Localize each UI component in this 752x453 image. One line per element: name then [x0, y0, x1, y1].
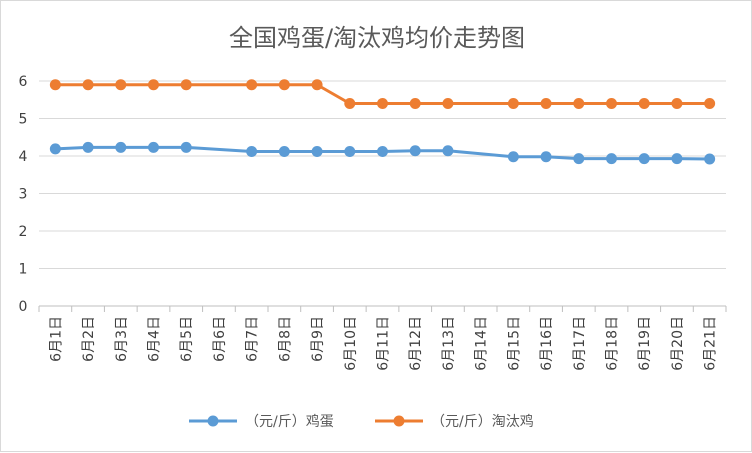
data-point: [148, 141, 159, 153]
data-point: [507, 151, 519, 163]
y-tick-label: 1: [19, 262, 28, 278]
data-point: [573, 153, 585, 165]
x-tick-label: 6月15日: [506, 316, 522, 371]
data-point: [148, 79, 159, 91]
data-point: [704, 153, 716, 165]
x-tick-label: 6月5日: [179, 316, 195, 362]
data-point: [344, 146, 356, 157]
data-point: [442, 98, 454, 109]
data-point: [540, 98, 552, 109]
legend-marker-1: [393, 415, 405, 427]
x-tick-label: 6月7日: [245, 316, 261, 362]
data-point: [377, 98, 388, 109]
y-tick-label: 6: [19, 74, 28, 90]
data-point: [180, 79, 192, 91]
data-point: [540, 151, 552, 163]
data-point: [82, 141, 94, 153]
x-tick-label: 6月19日: [637, 316, 653, 371]
data-point: [377, 146, 388, 157]
series-layer: [49, 79, 716, 165]
gridlines: [39, 80, 726, 307]
legend-label-1: （元/斤）淘汰鸡: [431, 413, 534, 430]
x-tick-label: 6月14日: [474, 316, 490, 371]
x-tick-label: 6月21日: [703, 316, 719, 371]
x-tick-label: 6月2日: [81, 316, 97, 362]
data-point: [246, 79, 258, 91]
legend-marker-0: [207, 415, 219, 427]
legend: （元/斤）鸡蛋 （元/斤）淘汰鸡: [189, 413, 534, 430]
x-axis: 6月1日 6月2日 6月3日 6月4日 6月5日 6月6日 6月7日 6月8日 6月9日 6月10…: [38, 306, 727, 371]
data-point: [507, 98, 519, 109]
legend-label-0: （元/斤）鸡蛋: [245, 413, 334, 430]
x-tick-label: 6月10日: [343, 316, 359, 371]
data-point: [344, 98, 356, 109]
x-tick-label: 6月3日: [114, 316, 130, 362]
x-tick-label: 6月9日: [310, 316, 326, 362]
data-point: [638, 153, 650, 165]
y-axis: 0 1 2 3 4 5 6: [19, 74, 28, 315]
y-tick-label: 4: [19, 149, 28, 165]
y-tick-label: 5: [19, 112, 28, 128]
x-tick-label: 6月1日: [48, 316, 64, 362]
data-point: [278, 146, 290, 157]
data-point: [573, 98, 585, 109]
x-tick-label: 6月20日: [670, 316, 686, 371]
x-tick-label: 6月13日: [441, 316, 457, 371]
data-point: [278, 79, 290, 91]
x-tick-label: 6月11日: [376, 316, 392, 371]
data-point: [49, 79, 61, 91]
y-tick-label: 0: [19, 299, 28, 315]
data-point: [638, 98, 650, 109]
x-tick-label: 6月4日: [147, 316, 163, 362]
data-point: [671, 153, 683, 165]
x-tick-label: 6月12日: [408, 316, 424, 371]
data-point: [606, 153, 617, 165]
x-tick-label: 6月18日: [605, 316, 621, 371]
data-point: [606, 98, 617, 109]
y-tick-label: 3: [19, 187, 28, 203]
x-tick-label: 6月16日: [539, 316, 555, 371]
data-point: [442, 145, 454, 157]
data-point: [246, 146, 258, 157]
data-point: [409, 98, 421, 109]
data-point: [311, 79, 323, 91]
x-tick-label: 6月6日: [212, 316, 228, 362]
data-point: [82, 79, 94, 91]
data-point: [115, 79, 127, 91]
x-tick-label: 6月17日: [572, 316, 588, 371]
data-point: [311, 146, 323, 157]
chart-title: 全国鸡蛋/淘汰鸡均价走势图: [229, 24, 525, 52]
data-point: [671, 98, 683, 109]
data-point: [180, 141, 192, 153]
y-tick-label: 2: [19, 224, 28, 240]
x-tick-label: 6月8日: [277, 316, 293, 362]
data-point: [49, 143, 61, 155]
data-point: [115, 141, 127, 153]
data-point: [704, 98, 716, 109]
data-point: [409, 145, 421, 157]
